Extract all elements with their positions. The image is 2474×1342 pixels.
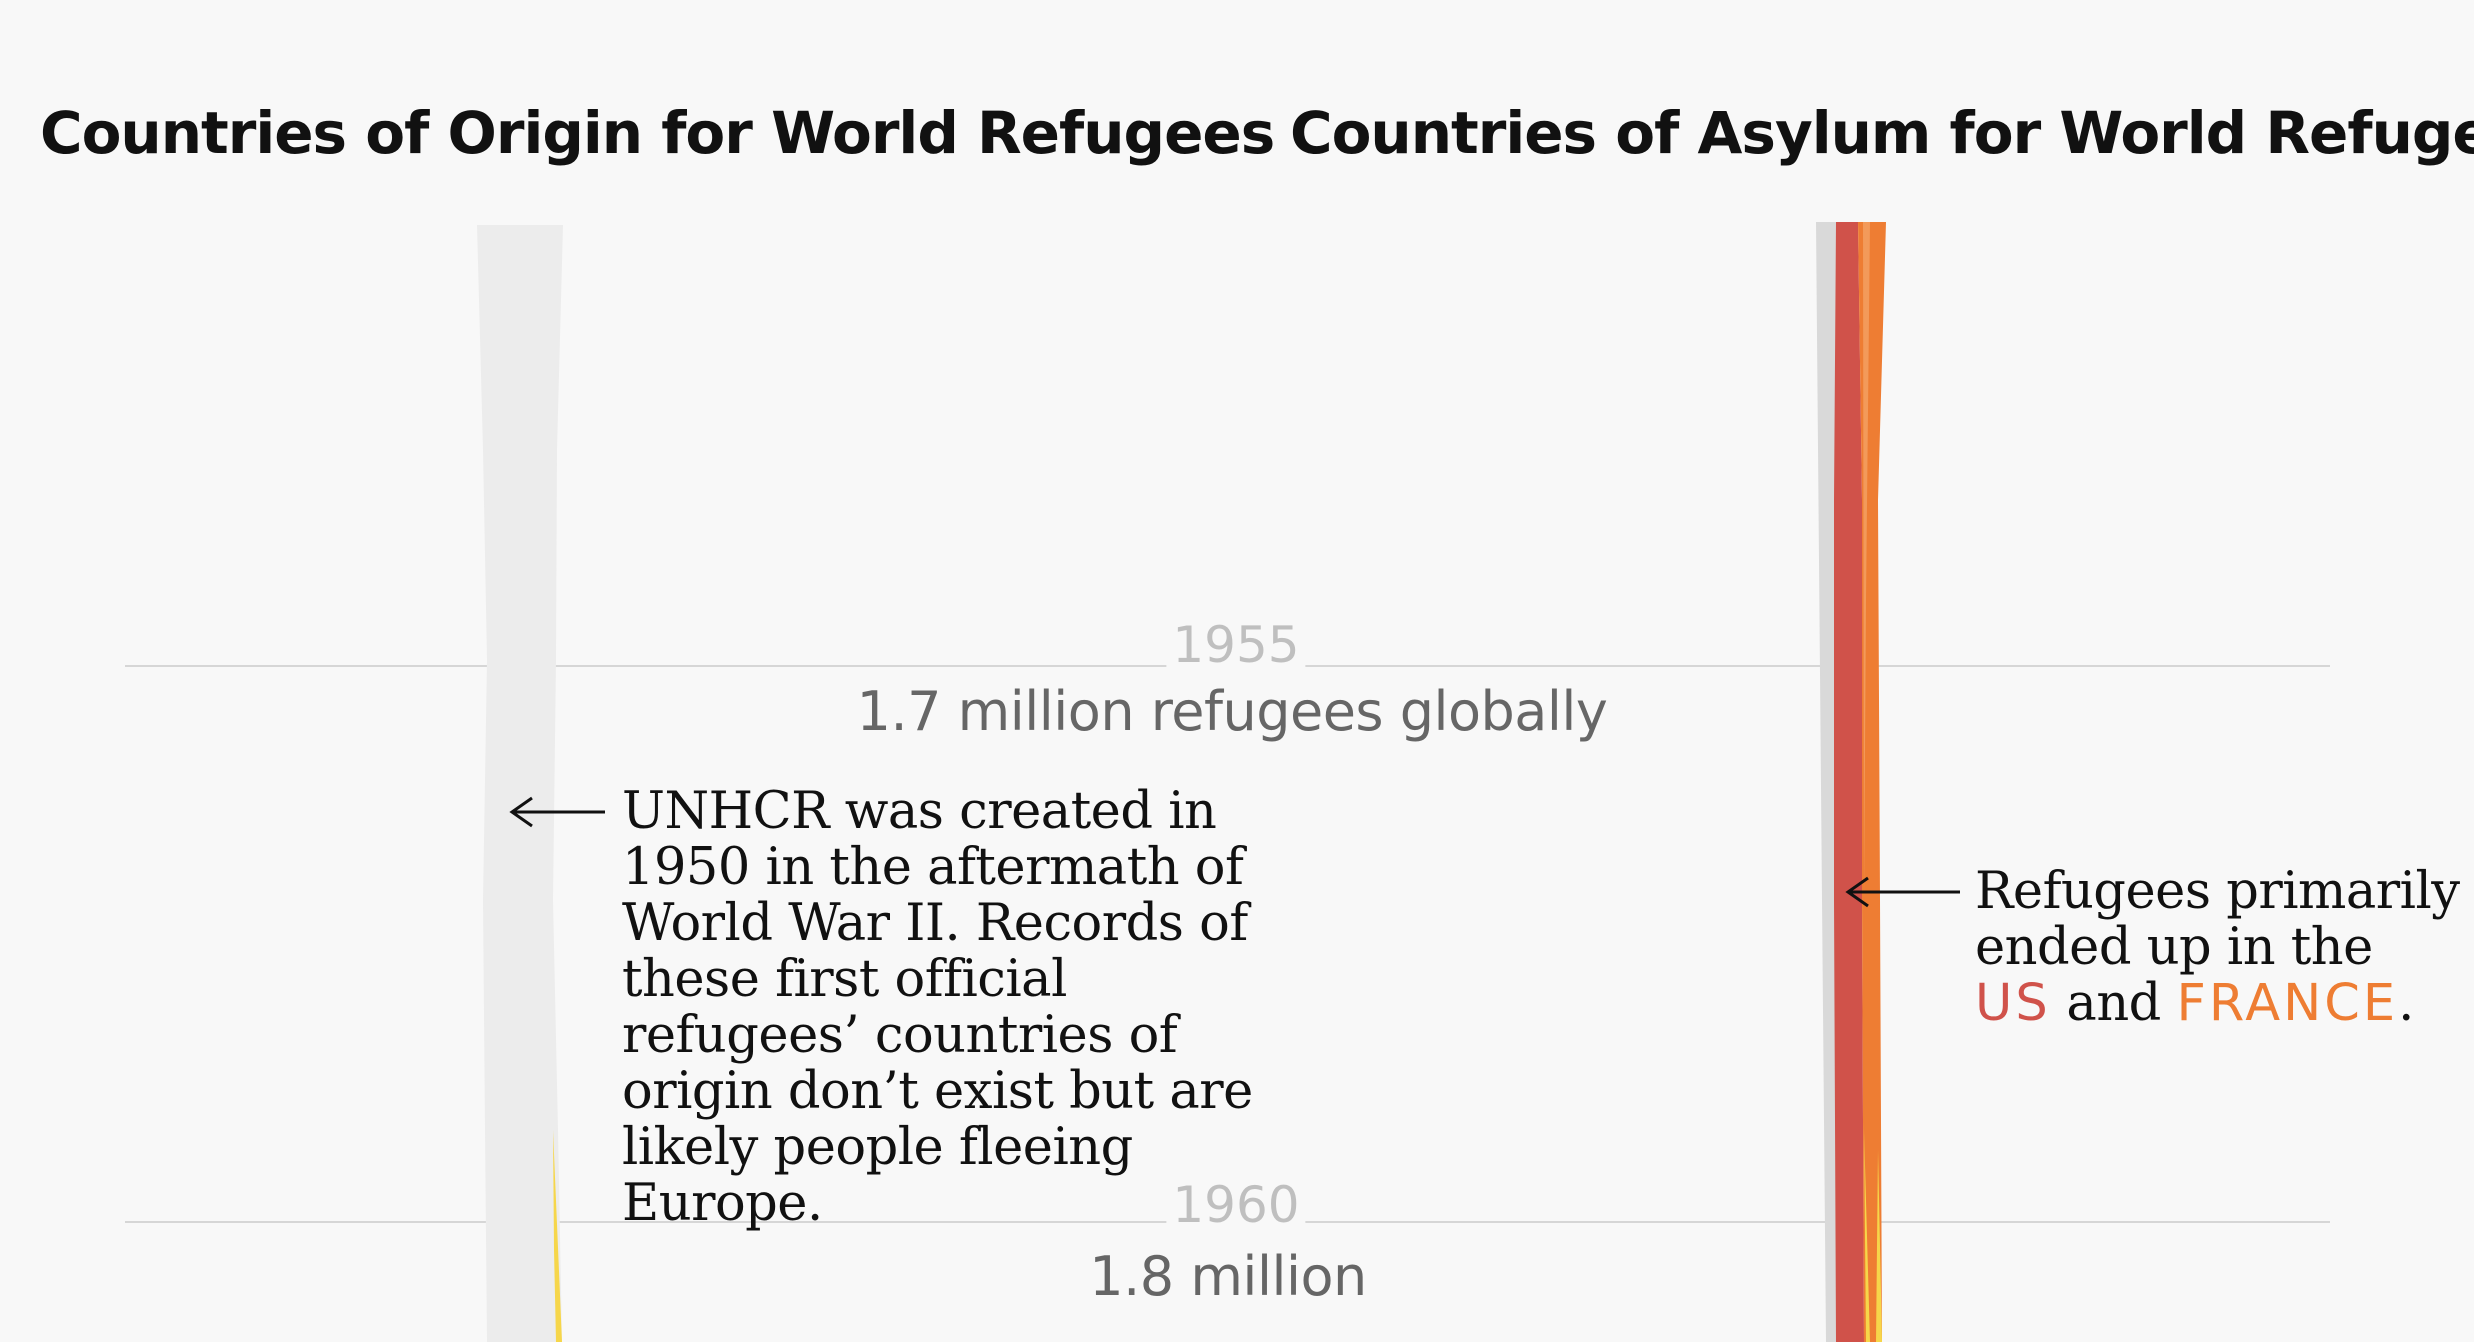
annotation-line: ended up in the [1975,918,2373,977]
total-refugees-label: 1.8 million [1089,1245,1367,1308]
annotation-line: UNHCR was created in [622,782,1217,841]
annotation-line: Europe. [622,1174,823,1233]
year-label: 1960 [1166,1176,1306,1234]
annotation-line: likely people fleeing [622,1118,1133,1177]
origin-chart-title: Countries of Origin for World Refugees [40,98,1275,167]
asylum-arrow-icon [1845,876,1960,908]
us-highlight: US [1975,974,2051,1033]
origin-arrow-icon [509,796,605,828]
year-label: 1955 [1166,616,1306,674]
annotation-line: origin don’t exist but are [622,1062,1253,1121]
asylum-annotation: Refugees primarily ended up in the US an… [1975,864,2465,1032]
origin-layer-other [553,1130,562,1342]
origin-layer-unknown [477,225,563,1342]
origin-annotation: UNHCR was created in 1950 in the afterma… [622,784,1262,1232]
annotation-arrows [509,796,1960,908]
annotation-line: World War II. Records of [622,894,1248,953]
annotation-connector: and [2050,974,2177,1033]
asylum-chart-title: Countries of Asylum for World Refugees [1290,98,2474,167]
asylum-layer-us [1834,222,1864,1342]
annotation-line: refugees’ countries of [622,1006,1178,1065]
asylum-layer-secondary [1864,1130,1882,1342]
annotation-period: . [2398,974,2414,1033]
asylum-layer-france-highlight [1863,222,1870,900]
origin-stream [477,225,563,1342]
annotation-line: US and FRANCE. [1975,976,2465,1032]
annotation-line: 1950 in the aftermath of [622,838,1244,897]
annotation-line: these first official [622,950,1067,1009]
france-highlight: FRANCE [2176,974,2399,1033]
asylum-stream [1816,222,1886,1342]
annotation-line: Refugees primarily [1975,862,2460,921]
total-refugees-label: 1.7 million refugees globally [856,680,1608,743]
